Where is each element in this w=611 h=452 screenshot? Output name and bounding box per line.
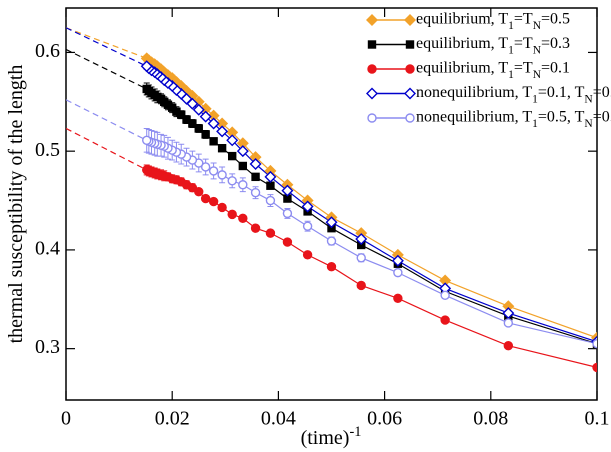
y-tick-label: 0.5 [35,139,60,161]
marker [367,113,377,123]
marker [207,117,220,130]
marker [217,170,227,180]
extrapolation-line [66,99,147,141]
marker [405,40,415,49]
marker [208,166,219,176]
x-tick-label: 0.04 [261,408,296,430]
x-tick-label: 0.1 [585,408,610,430]
extrapolation-line [66,27,147,67]
plot-frame [65,7,598,401]
marker [301,200,314,213]
marker [251,172,260,182]
marker [199,110,212,123]
y-tick-label: 0.4 [35,238,60,260]
marker [250,187,261,198]
marker [217,144,227,153]
marker [367,40,377,49]
marker [201,130,210,139]
marker [405,64,415,74]
marker [326,262,337,272]
marker [250,223,261,233]
marker [503,340,514,351]
marker [367,64,377,74]
marker [266,181,275,190]
marker [216,125,229,138]
marker [325,216,338,229]
legend-label: nonequilibrium, T1=0.1, TN=0.5 [416,84,611,105]
marker [355,233,368,246]
marker [282,237,293,247]
marker [200,162,211,172]
marker [404,14,416,26]
marker [238,180,248,190]
marker [249,158,262,171]
marker [440,315,450,325]
marker [238,213,248,224]
marker [404,87,416,100]
marker [192,103,205,116]
marker [405,113,415,123]
marker [238,161,248,171]
marker [393,293,403,303]
marker [265,195,276,206]
x-tick-label: 0 [61,408,71,430]
legend-label: equilibrium, T1=TN=0.1 [416,60,570,81]
extrapolation-line [66,48,147,90]
marker [264,170,277,183]
extrapolation-line [66,27,147,59]
x-axis-label: (time)-1 [301,424,362,449]
x-tick-label: 0.02 [155,408,190,430]
marker [302,221,313,231]
marker [208,196,219,207]
x-tick-label: 0.08 [473,408,508,430]
marker [182,115,191,124]
y-tick-label: 0.6 [35,40,60,62]
marker [326,236,337,246]
legend-label: equilibrium, T1=TN=0.5 [416,11,570,32]
marker [142,84,151,94]
marker [227,209,237,220]
marker [356,253,366,263]
marker [391,254,404,267]
marker [302,250,313,260]
marker [592,339,597,349]
marker [142,165,152,175]
marker [356,280,366,291]
y-tick-label: 0.3 [35,336,60,358]
marker [282,208,293,219]
y-axis-label: thermal susceptibility of the length [5,65,27,344]
marker [440,290,450,301]
marker [228,151,237,161]
marker [217,202,227,213]
marker [142,135,152,146]
marker [209,137,218,146]
marker [194,124,203,133]
marker [592,362,597,373]
marker [366,87,378,100]
series-group [66,27,597,373]
legend-label: nonequilibrium, T1=0.5, TN=0.1 [416,109,611,130]
marker [393,267,403,278]
marker [227,176,237,186]
marker [236,145,249,158]
marker [503,318,514,328]
marker [502,307,515,320]
marker [200,193,211,204]
marker [366,14,378,26]
marker [140,60,153,73]
legend-label: equilibrium, T1=TN=0.3 [416,35,570,56]
x-tick-label: 0.06 [367,408,402,430]
marker [265,228,276,238]
extrapolation-line [66,127,147,171]
marker [281,184,294,197]
marker [226,134,239,147]
